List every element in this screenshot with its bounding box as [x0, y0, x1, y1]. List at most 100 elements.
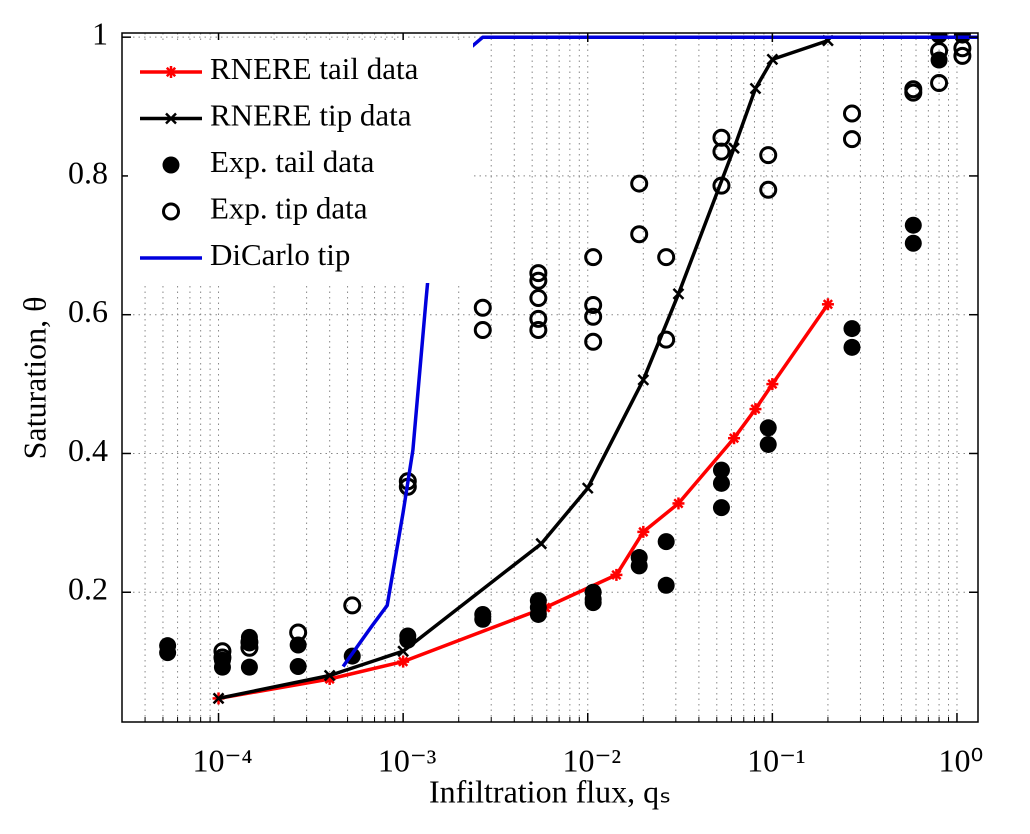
marker — [584, 594, 602, 612]
y-tick-label: 0.2 — [68, 571, 108, 607]
marker — [672, 497, 685, 510]
marker-ring — [529, 320, 548, 339]
marker-ring — [930, 42, 949, 61]
marker-stroke — [767, 379, 778, 390]
marker-stroke — [673, 498, 684, 509]
marker — [473, 298, 492, 317]
marker — [657, 533, 675, 551]
marker — [712, 142, 731, 161]
marker — [821, 298, 834, 311]
marker-dot — [159, 644, 177, 662]
marker-ring — [759, 180, 778, 199]
marker — [529, 605, 547, 623]
marker-stroke — [637, 374, 650, 386]
marker — [637, 374, 650, 386]
marker — [529, 271, 548, 290]
marker — [766, 378, 779, 391]
marker — [657, 576, 675, 594]
marker-dot — [399, 631, 417, 649]
marker — [759, 146, 778, 165]
legend-label: RNERE tail data — [210, 51, 419, 86]
marker-ring — [162, 202, 180, 221]
marker-ring — [473, 320, 492, 339]
marker — [529, 309, 548, 328]
marker-dot — [843, 338, 861, 356]
marker — [165, 66, 177, 78]
marker — [630, 174, 649, 193]
marker-ring — [657, 248, 676, 267]
marker-ring — [584, 248, 603, 267]
marker-ring — [953, 46, 972, 65]
marker — [289, 623, 308, 642]
marker — [759, 419, 777, 437]
marker-ring — [657, 330, 676, 349]
marker-dot — [584, 594, 602, 612]
marker-ring — [584, 307, 603, 326]
marker — [843, 320, 861, 338]
y-tick-label: 0.8 — [68, 154, 108, 190]
marker-dot — [657, 576, 675, 594]
marker-ring — [529, 309, 548, 328]
marker-ring — [529, 289, 548, 308]
x-tick-label: 10⁻¹ — [747, 742, 805, 778]
marker — [474, 610, 492, 628]
marker — [904, 216, 922, 234]
marker — [162, 156, 180, 174]
marker-ring — [529, 264, 548, 283]
legend-label: Exp. tail data — [210, 144, 375, 179]
marker-dot — [474, 610, 492, 628]
marker — [749, 82, 762, 95]
marker — [759, 435, 777, 453]
marker-ring — [842, 130, 861, 149]
marker-ring — [240, 638, 259, 657]
marker — [904, 83, 923, 102]
marker-ring — [213, 648, 232, 667]
marker — [240, 638, 259, 657]
marker-stroke — [728, 433, 740, 444]
y-tick-label: 0.6 — [68, 293, 108, 329]
marker-ring — [584, 332, 603, 351]
marker — [240, 633, 259, 652]
marker — [289, 636, 307, 654]
legend-label: RNERE tip data — [210, 98, 412, 133]
marker — [637, 525, 650, 538]
marker-stroke — [672, 288, 685, 300]
marker-ring — [712, 176, 731, 195]
marker — [712, 176, 731, 195]
y-tick-label: 0.4 — [68, 432, 108, 468]
marker — [165, 112, 177, 125]
marker-stroke — [323, 669, 336, 682]
marker-dot — [904, 234, 922, 252]
marker — [904, 234, 922, 252]
marker-dot — [712, 474, 730, 492]
marker — [584, 248, 603, 267]
marker-stroke — [398, 656, 409, 667]
marker-stroke — [749, 82, 762, 95]
marker — [712, 474, 730, 492]
marker-stroke — [535, 537, 548, 550]
marker — [529, 264, 548, 283]
marker — [212, 692, 225, 705]
marker — [728, 432, 741, 445]
marker — [159, 644, 177, 662]
legend-box — [128, 40, 473, 283]
marker-ring — [712, 142, 731, 161]
axes: 10⁻⁴ 10⁻³ 10⁻² 10⁻¹ 10⁰ 0.2 0.4 0.6 0.8 1 — [68, 16, 983, 779]
marker — [842, 104, 861, 123]
marker-dot — [529, 605, 547, 623]
marker-stroke — [766, 53, 779, 66]
marker — [953, 46, 972, 65]
marker-stroke — [581, 482, 594, 495]
marker — [630, 225, 649, 244]
legend-label: DiCarlo tip — [210, 237, 350, 272]
marker-ring — [630, 225, 649, 244]
marker-ring — [240, 633, 259, 652]
marker-ring — [584, 295, 603, 314]
marker — [162, 202, 180, 221]
axes-box — [121, 32, 979, 723]
marker-dot — [712, 499, 730, 517]
marker — [759, 180, 778, 199]
marker — [728, 142, 740, 155]
marker-stroke — [165, 66, 177, 78]
